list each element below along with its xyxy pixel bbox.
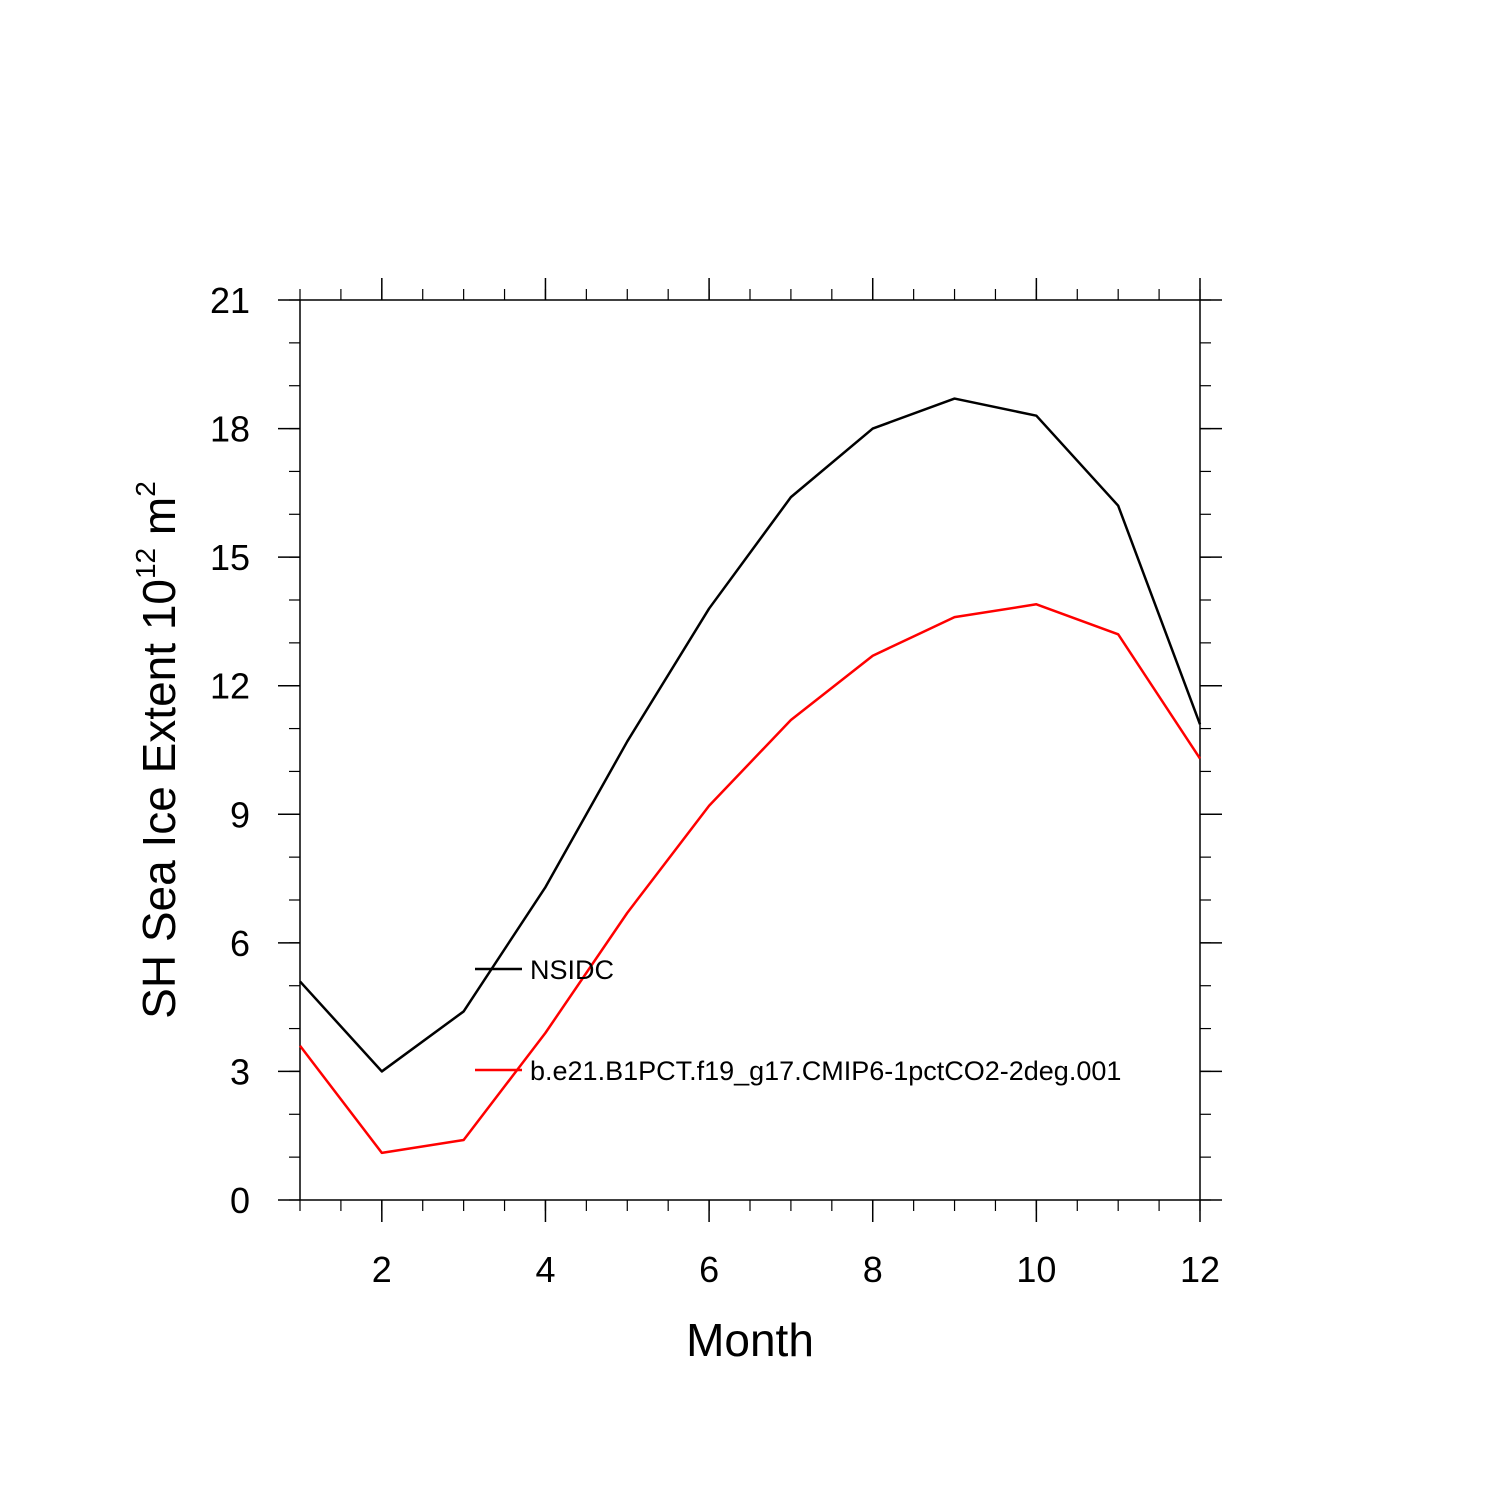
y-axis-title-main: SH Sea Ice Extent 10 <box>133 579 185 1019</box>
legend-label: NSIDC <box>530 955 614 985</box>
x-tick-label: 4 <box>535 1249 555 1290</box>
y-tick-label: 18 <box>210 409 250 450</box>
y-tick-label: 6 <box>230 923 250 964</box>
x-axis-title: Month <box>686 1314 814 1366</box>
legend: NSIDC b.e21.B1PCT.f19_g17.CMIP6-1pctCO2-2… <box>475 955 1121 1086</box>
series-line-model <box>299 603 1202 1155</box>
y-axis-title-unit-exponent: 2 <box>130 481 161 497</box>
y-tick-label: 12 <box>210 666 250 707</box>
x-tick-label: 6 <box>699 1249 719 1290</box>
legend-label: b.e21.B1PCT.f19_g17.CMIP6-1pctCO2-2deg.0… <box>530 1056 1121 1086</box>
y-tick-label: 21 <box>210 280 250 321</box>
x-tick-label: 10 <box>1016 1249 1056 1290</box>
x-tick-label: 12 <box>1180 1249 1220 1290</box>
y-tick-label: 0 <box>230 1180 250 1221</box>
x-tick-label: 2 <box>372 1249 392 1290</box>
y-tick-label: 15 <box>210 537 250 578</box>
plot-frame <box>299 299 1201 1201</box>
y-tick-label: 9 <box>230 794 250 835</box>
y-axis-title: SH Sea Ice Extent 1012 m2 <box>130 481 185 1019</box>
series-line-nsidc <box>299 397 1202 1073</box>
y-axis-title-exponent: 12 <box>130 548 161 579</box>
y-axis-title-unit-spacer <box>133 535 185 548</box>
series-layer <box>299 397 1202 1155</box>
tick-labels: 2 4 6 8 10 12 0 3 6 9 12 15 18 21 <box>210 280 1220 1290</box>
x-tick-label: 8 <box>863 1249 883 1290</box>
major-ticks <box>278 278 1222 1222</box>
y-tick-label: 3 <box>230 1051 250 1092</box>
y-axis-title-unit: m <box>133 497 185 535</box>
